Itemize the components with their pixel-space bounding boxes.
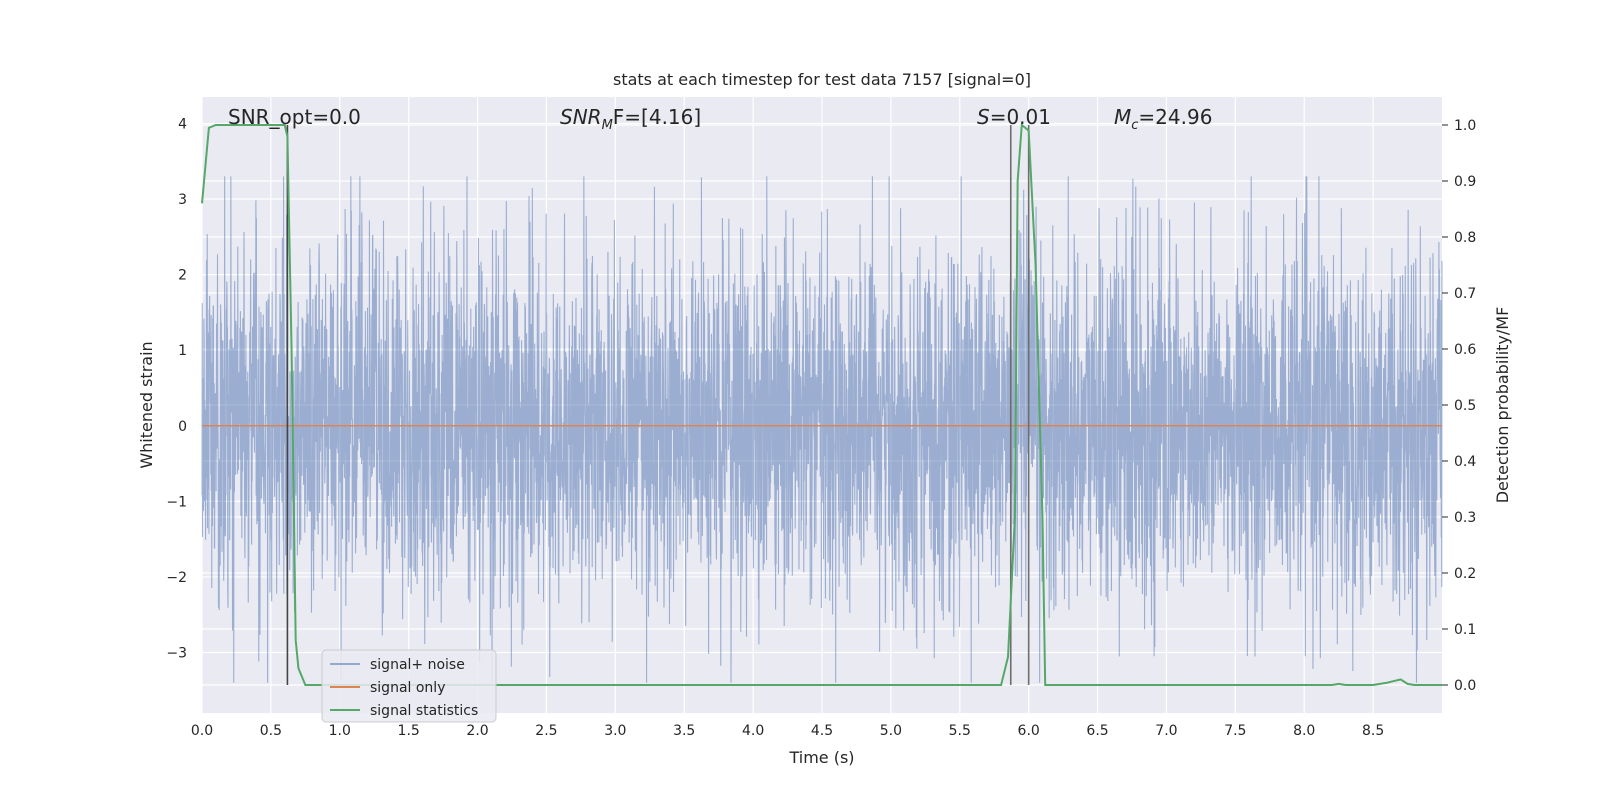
- y-left-tick-label-7: −3: [166, 646, 187, 662]
- x-tick-label-14: 7.0: [1155, 723, 1177, 739]
- annotation-snr-mf-main: SNR: [560, 105, 602, 129]
- annotation-snr-mf-rest: F=[4.16]: [613, 105, 701, 129]
- y-axis-left-ticks: 4 3 2 1 0 −1 −2 −3: [166, 116, 187, 661]
- y-axis-right-ticks: 1.0 0.9 0.8 0.7 0.6 0.5 0.4 0.3 0.2 0.1 0.0: [1442, 118, 1476, 694]
- x-tick-label-11: 5.5: [949, 723, 971, 739]
- x-tick-label-3: 1.5: [398, 723, 420, 739]
- x-tick-label-16: 8.0: [1293, 723, 1315, 739]
- annotation-snr-opt: SNR_opt=0.0: [228, 105, 361, 129]
- x-tick-label-9: 4.5: [811, 723, 833, 739]
- annotation-s-rest: =0.01: [990, 105, 1051, 129]
- x-tick-label-7: 3.5: [673, 723, 695, 739]
- x-tick-label-13: 6.5: [1086, 723, 1108, 739]
- y-left-tick-label-4: 0: [178, 419, 187, 435]
- x-tick-label-12: 6.0: [1018, 723, 1040, 739]
- legend-label-signal-noise: signal+ noise: [370, 657, 465, 673]
- y-left-tick-label-1: 3: [178, 192, 187, 208]
- annotation-mc-rest: =24.96: [1138, 105, 1212, 129]
- annotation-s-stat: S=0.01: [977, 105, 1051, 129]
- annotation-mc-sub: c: [1131, 118, 1138, 133]
- y-right-tick-label-5: 0.5: [1454, 398, 1476, 414]
- y-right-tick-label-2: 0.8: [1454, 230, 1476, 246]
- noise-line: [201, 176, 1443, 683]
- statistics-line: [201, 123, 1442, 686]
- legend-label-signal-statistics: signal statistics: [370, 703, 478, 719]
- x-tick-label-15: 7.5: [1224, 723, 1246, 739]
- annotation-snr-mf-sub: M: [602, 118, 613, 133]
- x-tick-label-8: 4.0: [742, 723, 764, 739]
- y-left-tick-label-6: −2: [166, 570, 187, 586]
- y-right-tick-label-3: 0.7: [1454, 286, 1476, 302]
- y-right-tick-label-8: 0.2: [1454, 566, 1476, 582]
- series-signal-statistics: [201, 123, 1442, 686]
- x-tick-label-5: 2.5: [535, 723, 557, 739]
- x-tick-label-4: 2.0: [466, 723, 488, 739]
- chart-title: stats at each timestep for test data 715…: [613, 70, 1031, 89]
- y-axis-left-label: Whitened strain: [137, 341, 156, 468]
- annotation-snr-mf: SNRMF=[4.16]: [560, 105, 701, 133]
- annotation-mc-main: M: [1114, 105, 1131, 129]
- y-left-tick-label-5: −1: [166, 494, 187, 510]
- x-tick-label-17: 8.5: [1362, 723, 1384, 739]
- y-right-tick-label-1: 0.9: [1454, 174, 1476, 190]
- y-left-tick-label-0: 4: [178, 116, 187, 132]
- y-right-tick-label-4: 0.6: [1454, 342, 1476, 358]
- x-tick-label-10: 5.0: [880, 723, 902, 739]
- y-left-tick-label-2: 2: [178, 268, 187, 284]
- y-right-tick-label-9: 0.1: [1454, 622, 1476, 638]
- x-tick-label-2: 1.0: [329, 723, 351, 739]
- x-axis-label: Time (s): [788, 748, 854, 767]
- annotation-s-main: S: [977, 105, 990, 129]
- annotation-mc: Mc=24.96: [1114, 105, 1212, 133]
- legend: signal+ noise signal only signal statist…: [321, 649, 497, 723]
- y-right-tick-label-0: 1.0: [1454, 118, 1476, 134]
- legend-label-signal-only: signal only: [370, 680, 445, 696]
- x-tick-label-6: 3.0: [604, 723, 626, 739]
- x-axis-ticks: 0.0 0.5 1.0 1.5 2.0 2.5 3.0 3.5 4.0 4.5 5.0 5.5 6.0 6…: [191, 723, 1384, 739]
- y-right-tick-label-7: 0.3: [1454, 510, 1476, 526]
- y-axis-right-label: Detection probability/MF: [1493, 307, 1512, 504]
- y-right-tick-label-10: 0.0: [1454, 678, 1476, 694]
- y-right-tick-label-6: 0.4: [1454, 454, 1476, 470]
- x-tick-label-1: 0.5: [260, 723, 282, 739]
- x-tick-label-0: 0.0: [191, 723, 213, 739]
- legend-box: [321, 649, 497, 723]
- y-left-tick-label-3: 1: [178, 343, 187, 359]
- series-signal-noise: [201, 176, 1443, 683]
